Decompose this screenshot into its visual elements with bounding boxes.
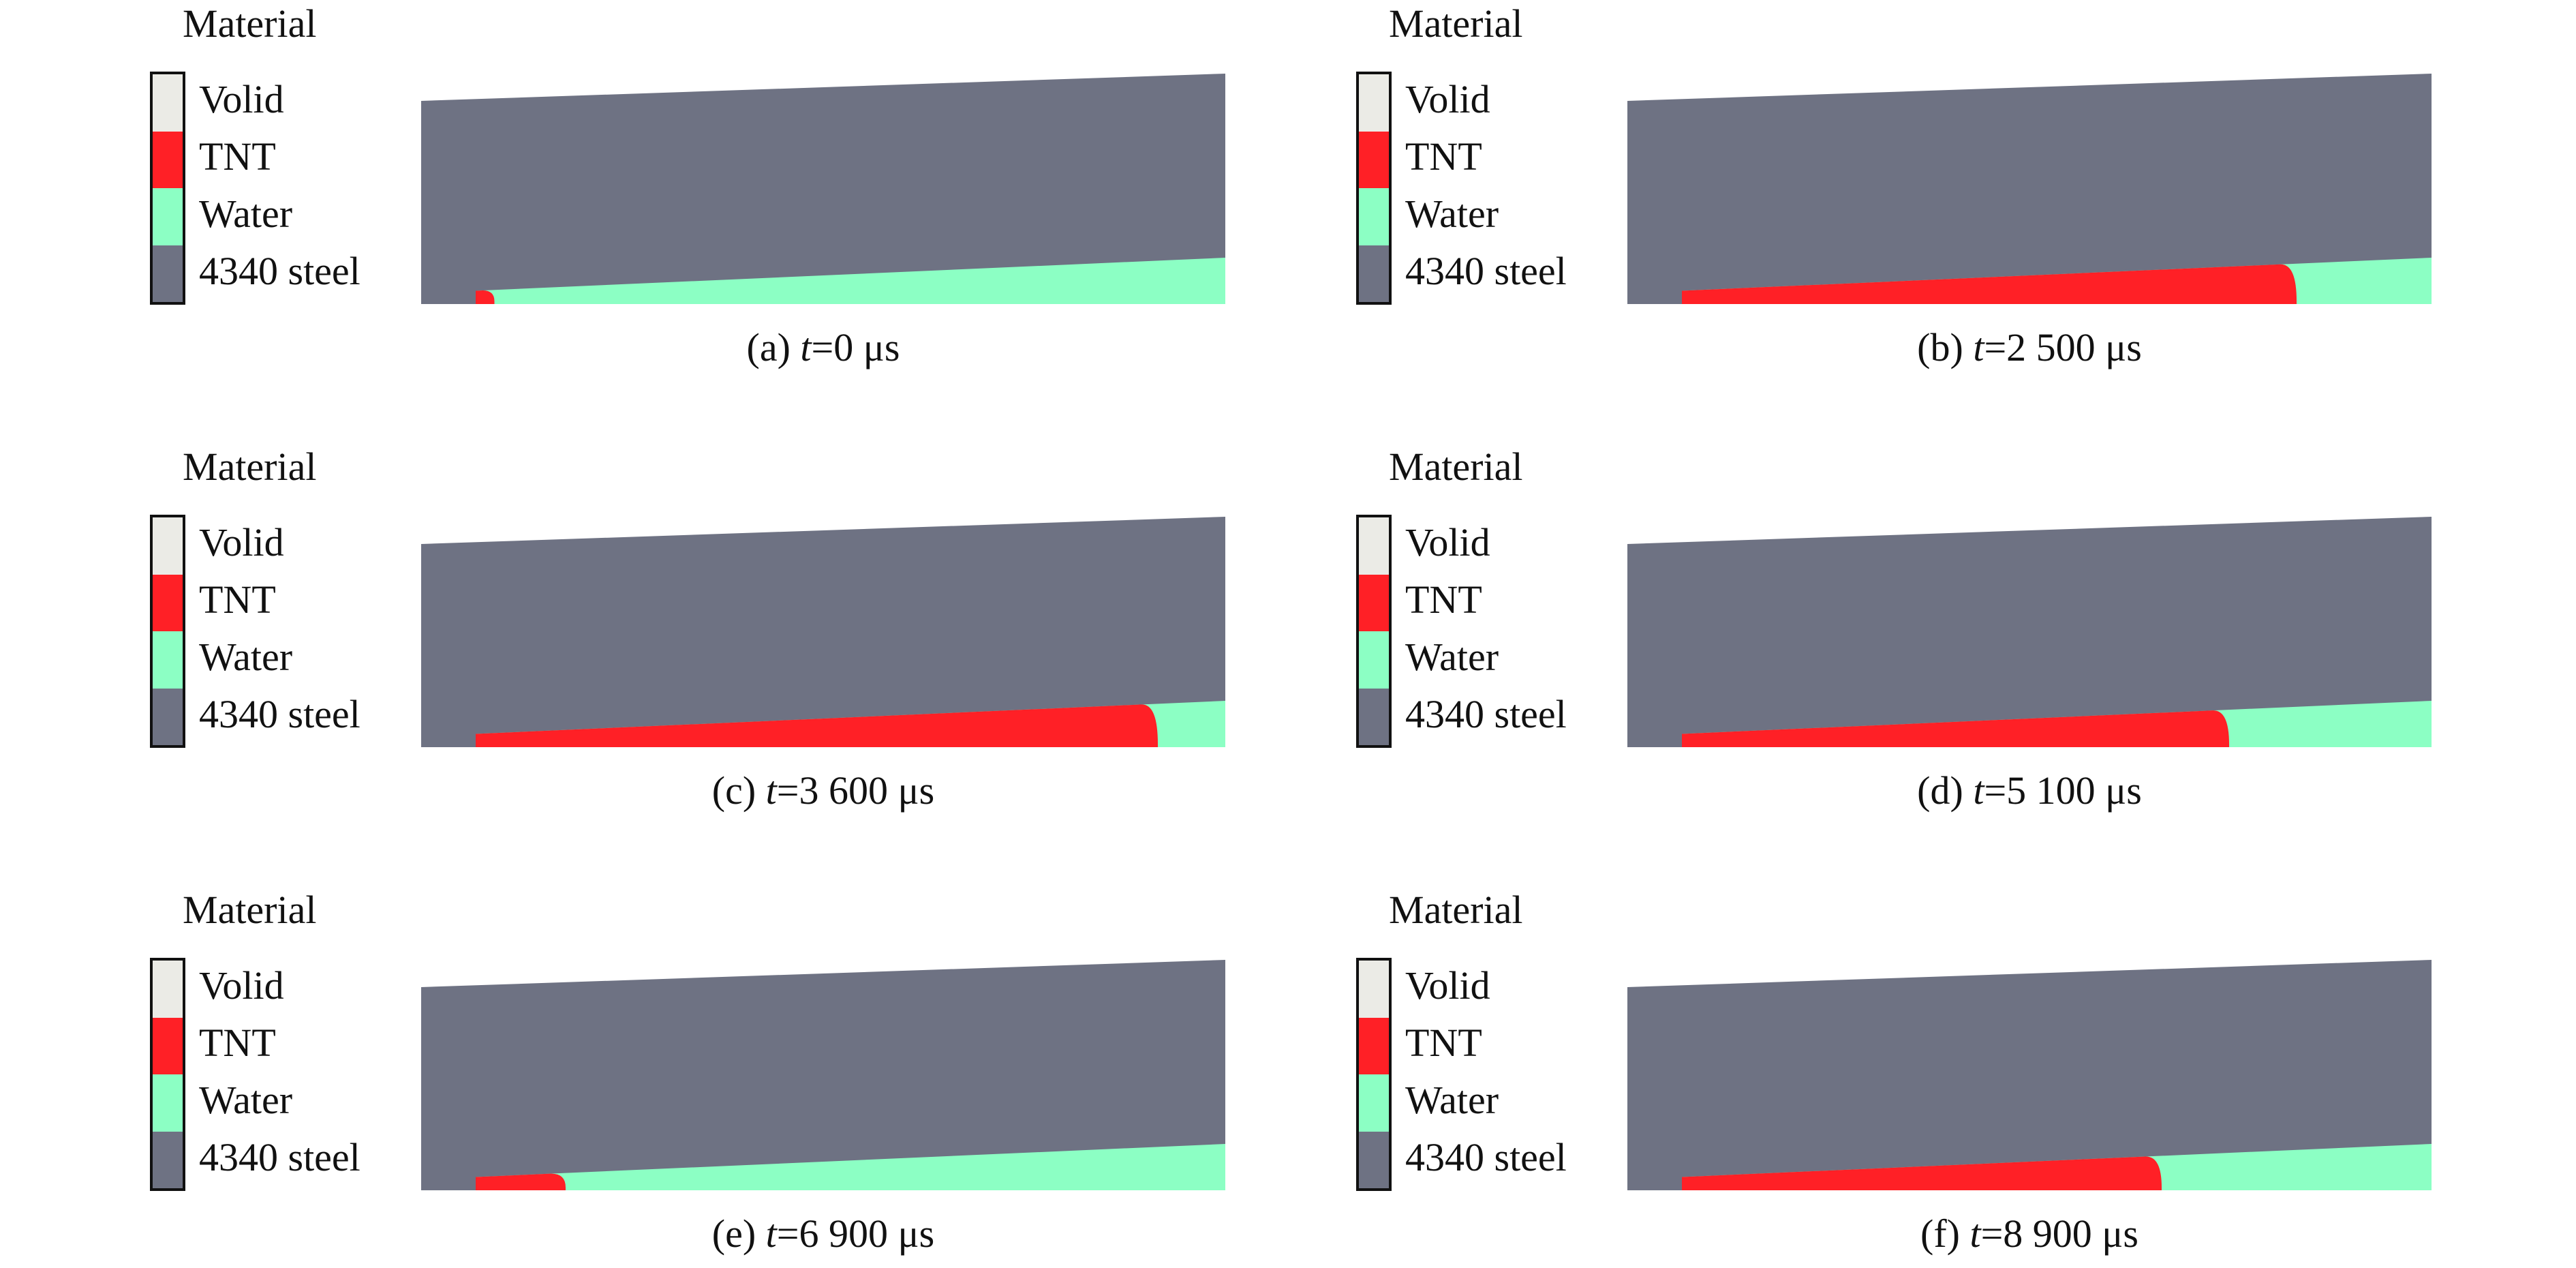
legend-label-tnt: TNT [199,577,276,622]
legend-labels: Volid TNT Water 4340 steel [199,71,361,300]
steel-region [421,517,1225,747]
legend-label-steel: 4340 steel [199,1135,361,1179]
panel-caption: (b) t=2 500 μs [1917,325,2142,369]
water-region [476,258,1225,304]
swatch-volid [153,74,183,132]
legend-label-water: Water [1405,192,1499,236]
steel-region [421,74,1225,304]
swatch-tnt [153,1017,183,1074]
legend-label-water: Water [199,635,293,679]
simulation-plot [1627,74,2432,304]
tnt-region [1682,1156,2162,1190]
material-colorbar [150,515,185,748]
legend-labels: Volid TNT Water 4340 steel [1405,71,1567,300]
simulation-plot [1627,517,2432,747]
legend-label-water: Water [1405,635,1499,679]
panel-caption: (c) t=3 600 μs [711,768,935,813]
swatch-water [153,631,183,689]
swatch-volid [153,961,183,1018]
steel-region [1627,517,2432,747]
legend-title: Material [1389,1,1523,46]
legend-label-volid: Volid [199,520,284,564]
panel-f: Material Volid TNT Water 4340 steel (f) … [1206,886,2432,1268]
material-colorbar [150,72,185,305]
panel-caption: (e) t=6 900 μs [711,1211,935,1256]
legend-label-tnt: TNT [1405,1021,1482,1065]
legend-label-volid: Volid [199,963,284,1008]
tnt-region [1682,264,2297,304]
panel-caption: (f) t=8 900 μs [1920,1211,2138,1256]
swatch-volid [153,517,183,575]
legend-label-volid: Volid [1405,963,1490,1008]
swatch-water [153,188,183,245]
panel-b: Material Volid TNT Water 4340 steel (b) … [1206,0,2432,382]
material-colorbar [1356,515,1392,748]
swatch-water [1359,188,1389,245]
legend-label-steel: 4340 steel [1405,249,1567,293]
water-region [476,1144,1225,1190]
simulation-plot [421,960,1225,1190]
steel-region [421,960,1225,1190]
swatch-steel [1359,688,1389,745]
legend-label-tnt: TNT [199,1021,276,1065]
material-colorbar [1356,958,1392,1191]
swatch-steel [1359,245,1389,302]
legend-title: Material [183,888,317,932]
swatch-tnt [153,131,183,188]
swatch-steel [153,688,183,745]
legend-title: Material [1389,888,1523,932]
legend-labels: Volid TNT Water 4340 steel [1405,957,1567,1186]
legend-label-volid: Volid [1405,77,1490,121]
legend-label-water: Water [199,192,293,236]
legend-label-steel: 4340 steel [199,692,361,736]
legend-label-tnt: TNT [1405,577,1482,622]
legend-labels: Volid TNT Water 4340 steel [199,514,361,743]
legend-label-volid: Volid [199,77,284,121]
legend-label-water: Water [199,1078,293,1122]
swatch-steel [153,245,183,302]
tnt-region [476,1173,566,1190]
tnt-region [1682,710,2229,747]
swatch-tnt [153,574,183,631]
panel-c: Material Volid TNT Water 4340 steel (c) … [0,443,1225,825]
legend-labels: Volid TNT Water 4340 steel [1405,514,1567,743]
panel-a: Material Volid TNT Water 4340 steel (a) … [0,0,1225,382]
legend-label-volid: Volid [1405,520,1490,564]
swatch-tnt [1359,574,1389,631]
legend-label-water: Water [1405,1078,1499,1122]
legend-title: Material [1389,444,1523,489]
swatch-water [153,1074,183,1132]
material-colorbar [150,958,185,1191]
legend-title: Material [183,444,317,489]
material-colorbar [1356,72,1392,305]
swatch-volid [1359,961,1389,1018]
swatch-tnt [1359,131,1389,188]
swatch-water [1359,1074,1389,1132]
swatch-tnt [1359,1017,1389,1074]
steel-region [1627,74,2432,304]
simulation-plot [421,517,1225,747]
simulation-plot [421,74,1225,304]
swatch-volid [1359,517,1389,575]
swatch-water [1359,631,1389,689]
tnt-region [476,290,495,304]
panel-e: Material Volid TNT Water 4340 steel (e) … [0,886,1225,1268]
simulation-plot [1627,960,2432,1190]
swatch-volid [1359,74,1389,132]
legend-label-steel: 4340 steel [1405,692,1567,736]
legend-labels: Volid TNT Water 4340 steel [199,957,361,1186]
legend-label-tnt: TNT [1405,134,1482,179]
legend-label-steel: 4340 steel [199,249,361,293]
legend-label-tnt: TNT [199,134,276,179]
steel-region [1627,960,2432,1190]
legend-label-steel: 4340 steel [1405,1135,1567,1179]
panel-caption: (a) t=0 μs [746,325,900,369]
panel-caption: (d) t=5 100 μs [1917,768,2142,813]
legend-title: Material [183,1,317,46]
swatch-steel [153,1131,183,1188]
tnt-region [476,704,1158,747]
panel-d: Material Volid TNT Water 4340 steel (d) … [1206,443,2432,825]
swatch-steel [1359,1131,1389,1188]
